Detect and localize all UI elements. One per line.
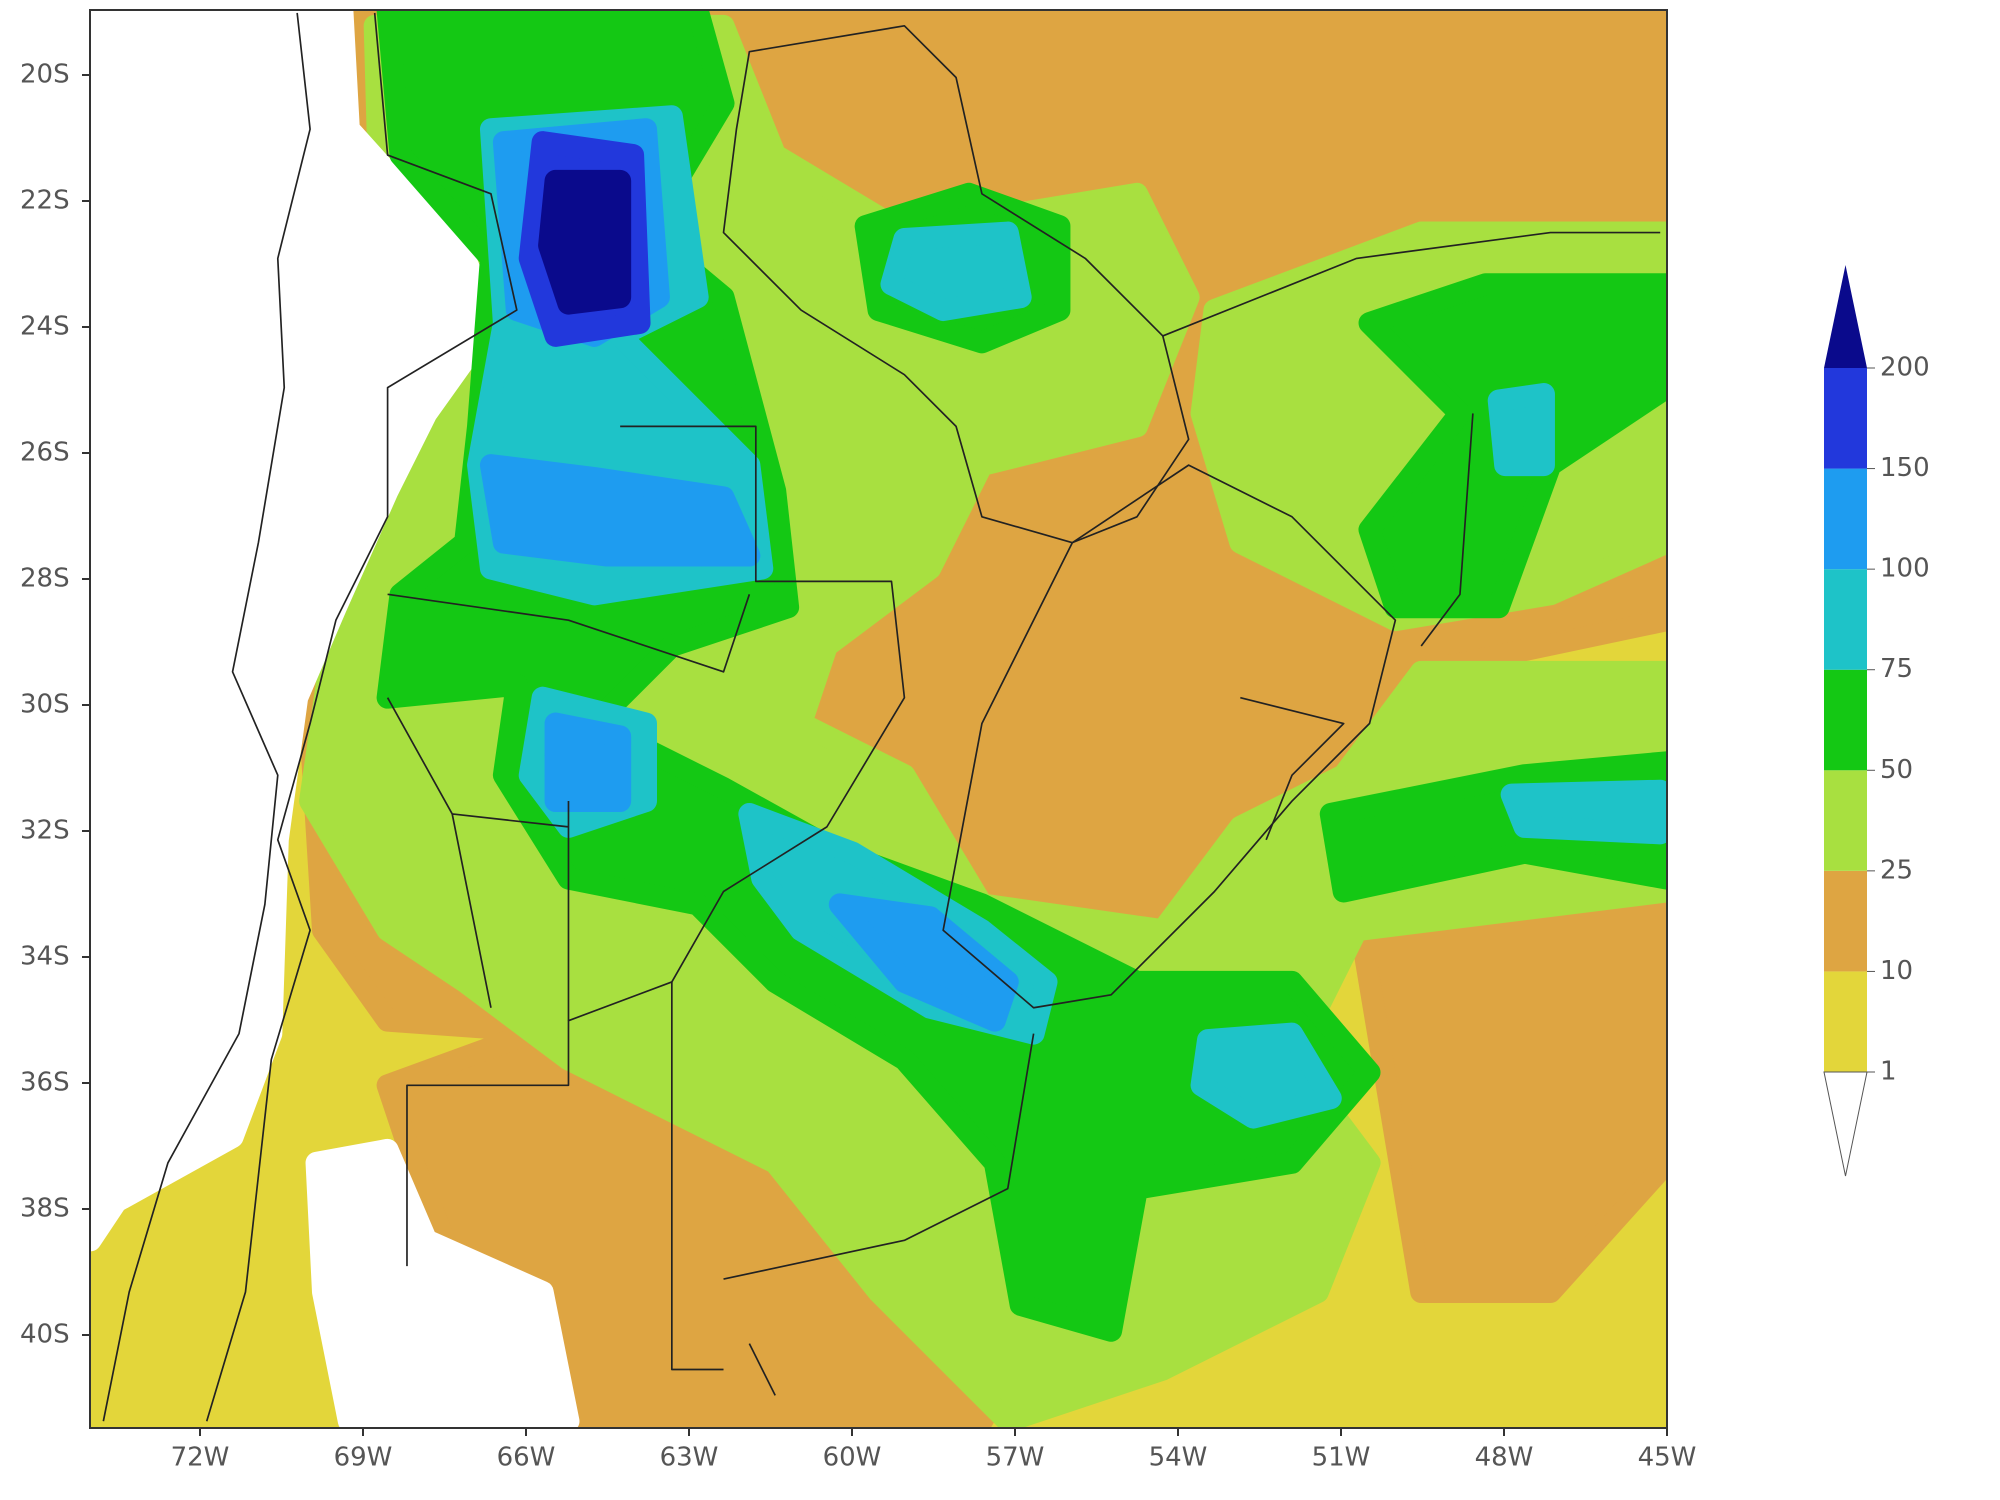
- legend-label: 200: [1880, 353, 1930, 383]
- rain-area: [90, 10, 502, 1252]
- x-tick-label: 48W: [1475, 1443, 1534, 1473]
- y-tick-label: 24S: [20, 312, 70, 342]
- y-tick-label: 34S: [20, 942, 70, 972]
- map-frame: [89, 9, 1668, 1429]
- y-tick-label: 32S: [20, 816, 70, 846]
- rain-area: [1487, 383, 1555, 477]
- legend-over: [1824, 265, 1867, 368]
- rain-area: [538, 169, 632, 315]
- x-tick-label: 54W: [1149, 1443, 1208, 1473]
- rain-area: [479, 454, 761, 567]
- rain-area: [828, 893, 1019, 1032]
- x-tick-label: 45W: [1638, 1443, 1697, 1473]
- legend-band: [1824, 468, 1867, 570]
- legend-label: 75: [1880, 654, 1913, 684]
- x-tick-label: 69W: [334, 1443, 393, 1473]
- legend-band: [1824, 870, 1867, 972]
- y-tick-label: 36S: [20, 1068, 70, 1098]
- rain-area: [544, 712, 632, 813]
- y-tick-label: 28S: [20, 564, 70, 594]
- legend-label: 1: [1880, 1057, 1897, 1087]
- y-tick-label: 22S: [20, 186, 70, 216]
- y-tick-label: 26S: [20, 438, 70, 468]
- y-tick-label: 38S: [20, 1194, 70, 1224]
- x-tick-label: 72W: [171, 1443, 230, 1473]
- x-tick-label: 66W: [497, 1443, 556, 1473]
- y-tick-label: 30S: [20, 690, 70, 720]
- rain-area: [305, 1138, 580, 1428]
- rain-area: [880, 221, 1032, 322]
- legend-label: 50: [1880, 755, 1913, 785]
- legend-label: 150: [1880, 453, 1930, 483]
- legend-label: 25: [1880, 855, 1913, 885]
- legend-under: [1823, 1071, 1868, 1177]
- legend-label: 100: [1880, 554, 1930, 584]
- x-tick-label: 51W: [1312, 1443, 1371, 1473]
- borders: [102, 12, 1661, 1422]
- legend-band: [1824, 569, 1867, 670]
- legend-band: [1824, 770, 1867, 871]
- legend-band: [1824, 971, 1867, 1072]
- x-tick-label: 63W: [660, 1443, 719, 1473]
- x-tick-label: 57W: [986, 1443, 1045, 1473]
- legend-band: [1824, 368, 1867, 469]
- legend-band: [1824, 669, 1867, 771]
- x-tick-label: 60W: [823, 1443, 882, 1473]
- axes: 20S 22S 24S 26S 28S 30S 32S 34S 36S 38S 40S 72W 69W 6…: [20, 60, 1696, 1473]
- rain-area: [1190, 1022, 1342, 1129]
- rain-area: [1500, 779, 1667, 845]
- y-tick-label: 40S: [20, 1320, 70, 1350]
- precipitation-map: [90, 10, 1667, 1428]
- y-tick-label: 20S: [20, 60, 70, 90]
- legend: 1 10 25 50 75 100 150 200: [1823, 265, 1930, 1177]
- legend-label: 10: [1880, 956, 1913, 986]
